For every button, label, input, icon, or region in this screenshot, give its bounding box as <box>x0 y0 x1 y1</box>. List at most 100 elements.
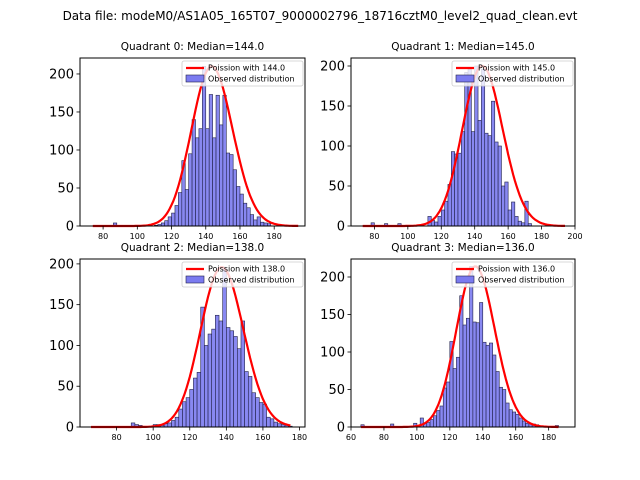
histogram-bar <box>482 341 487 428</box>
y-tick-label: 200 <box>49 257 74 272</box>
y-tick-label: 150 <box>49 105 74 120</box>
histogram-bar <box>501 185 506 227</box>
histogram-bar <box>167 216 172 227</box>
histogram-bar <box>218 320 223 428</box>
legend-box <box>181 60 304 87</box>
histogram-bar <box>525 422 530 428</box>
histogram-bar <box>433 415 437 428</box>
histogram-bar <box>174 416 180 428</box>
histogram-bar <box>184 189 189 227</box>
legend-label-observed: Observed distribution <box>478 75 565 84</box>
y-tick-label: 100 <box>320 140 345 155</box>
figure-title: Data file: modeM0/AS1A05_165T07_90000027… <box>62 9 578 23</box>
legend-bar-swatch <box>185 74 205 83</box>
histogram-bar <box>225 152 231 227</box>
histogram-bar <box>171 212 176 227</box>
legend-label-observed: Observed distribution <box>208 75 295 84</box>
histogram-bar <box>182 401 187 428</box>
histogram-bar <box>191 119 196 227</box>
histogram-bar <box>504 181 509 227</box>
histogram-bar <box>472 321 477 428</box>
y-tick-label: 200 <box>49 67 74 82</box>
histogram-bar <box>517 220 522 227</box>
subplot-title: Quadrant 1: Median=145.0 <box>391 41 534 53</box>
legend-label-poisson: Poission with 145.0 <box>478 64 555 73</box>
histogram-bar <box>456 356 461 428</box>
histogram-bar <box>215 314 220 428</box>
histogram-bar <box>446 381 451 428</box>
x-tick-label: 100 <box>409 433 424 442</box>
histogram-bar <box>219 124 224 227</box>
histogram-bar <box>195 137 200 227</box>
histogram-bar <box>479 302 484 428</box>
y-tick-label: 100 <box>49 143 74 158</box>
y-tick-label: 0 <box>337 421 345 436</box>
x-tick-label: 100 <box>130 232 145 241</box>
histogram-bar <box>481 68 486 227</box>
histogram-bar <box>512 411 517 428</box>
y-tick-label: 0 <box>66 421 74 436</box>
x-tick-label: 200 <box>567 232 582 241</box>
x-tick-label: 160 <box>508 433 523 442</box>
histogram-bar <box>185 397 191 428</box>
x-tick-label: 140 <box>198 232 213 241</box>
histogram-bar <box>521 420 526 428</box>
x-tick-label: 180 <box>292 433 307 442</box>
legend-box <box>181 261 304 288</box>
histogram-bar <box>429 419 434 428</box>
histogram-bar <box>485 344 490 428</box>
legend-bar-swatch <box>185 275 205 284</box>
histogram-bar <box>237 348 242 428</box>
histogram-bar <box>226 327 231 428</box>
histogram-bar <box>239 193 244 227</box>
histogram-bar <box>249 214 254 227</box>
histogram-bar <box>260 221 265 227</box>
histogram-bar <box>251 392 256 428</box>
histogram-bar <box>444 200 449 227</box>
histogram-bar <box>497 145 502 227</box>
histogram-bar <box>215 94 220 227</box>
legend: Poission with 144.0 Observed distribution <box>181 60 304 87</box>
histogram-bar <box>255 397 260 428</box>
histogram-bar <box>212 137 217 227</box>
y-tick-label: 150 <box>49 298 74 313</box>
histogram-bar <box>487 135 492 227</box>
histogram-bar <box>167 422 172 428</box>
y-tick-label: 200 <box>320 271 345 286</box>
histogram-bar <box>505 402 510 428</box>
histogram-bar <box>211 328 216 428</box>
histogram-bar <box>258 402 264 428</box>
histogram-bar <box>498 386 503 428</box>
histogram-bar <box>524 200 529 227</box>
legend-label-poisson: Poission with 144.0 <box>208 64 285 73</box>
histogram-bar <box>193 377 198 428</box>
subplot-quadrant-3: Quadrant 3: Median=136.0 0 50 100 150 200 60 80… <box>320 242 576 442</box>
y-tick-label: 150 <box>320 308 345 323</box>
histogram-bar <box>426 422 431 428</box>
y-tick-label: 0 <box>66 220 74 235</box>
histogram-bar <box>178 408 183 428</box>
histogram-bar <box>253 219 258 227</box>
histogram-bar <box>207 333 213 428</box>
legend-box <box>451 60 574 87</box>
x-tick-label: 120 <box>442 433 457 442</box>
x-tick-label: 80 <box>111 433 121 442</box>
legend-box <box>451 261 574 288</box>
histogram-bar <box>222 94 227 227</box>
histogram-bar <box>208 94 213 227</box>
y-tick-label: 0 <box>337 220 345 235</box>
y-tick-label: 50 <box>328 180 345 195</box>
histogram-bar <box>511 201 516 227</box>
histogram-bar <box>462 324 467 428</box>
histogram-bar <box>518 417 523 428</box>
legend-label-observed: Observed distribution <box>478 276 565 285</box>
histogram-bar <box>436 410 441 428</box>
axes-frame <box>79 57 306 227</box>
subplot-title: Quadrant 0: Median=144.0 <box>121 41 264 53</box>
x-tick-label: 60 <box>346 433 356 442</box>
histogram-bar <box>507 209 512 227</box>
y-tick-label: 100 <box>49 339 74 354</box>
y-tick-label: 50 <box>57 380 74 395</box>
histogram-bar <box>266 416 271 428</box>
histogram-bar <box>491 100 496 227</box>
